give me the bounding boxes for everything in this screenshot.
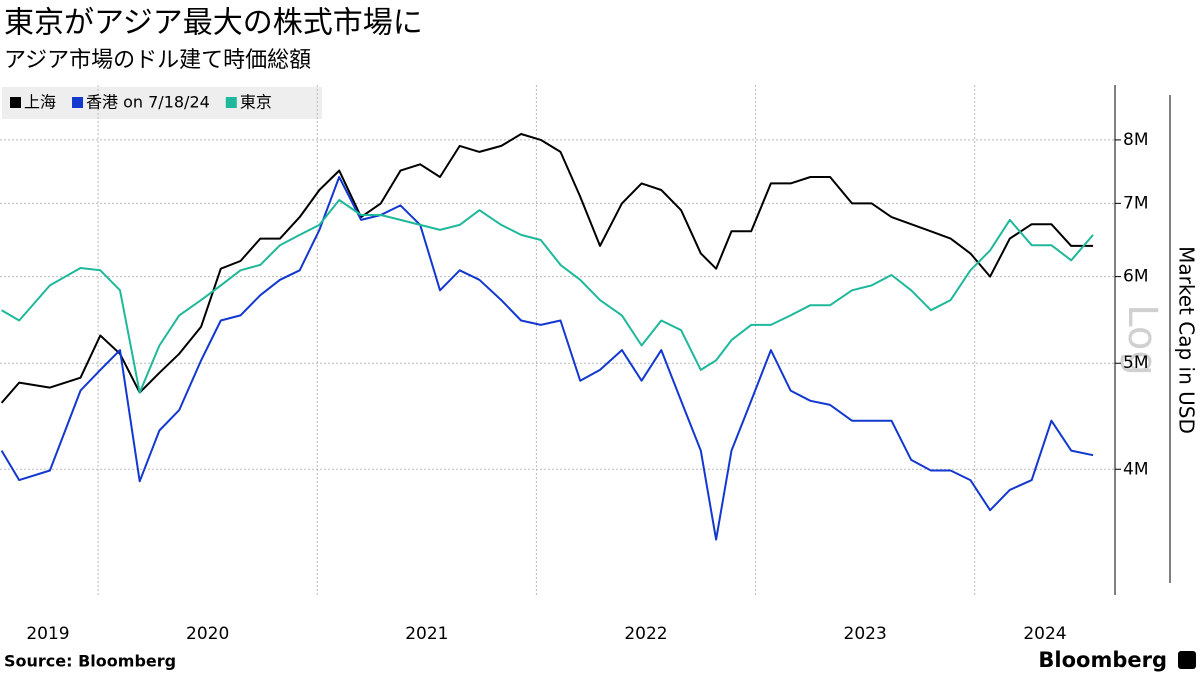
series-line <box>1 199 1094 394</box>
y-tick-label: 7M <box>1123 193 1148 213</box>
y-tick-label: 6M <box>1123 267 1148 287</box>
source: Source: Bloomberg <box>4 652 176 671</box>
y-axis-label: Market Cap in USD <box>1175 246 1199 434</box>
grid <box>0 85 1115 595</box>
legend-swatch <box>10 97 21 108</box>
legend-label: 東京 <box>240 93 272 112</box>
legend-swatch <box>225 97 237 108</box>
x-tick-label: 2019 <box>26 624 69 644</box>
legend-box <box>2 87 322 119</box>
y-tick-label: 4M <box>1123 459 1148 479</box>
y-tick-label: 5M <box>1123 353 1148 373</box>
series-line <box>0 133 1094 404</box>
x-tick-label: 2023 <box>844 624 887 644</box>
chart-title: 東京がアジア最大の株式市場に <box>4 6 423 41</box>
x-tick-label: 2022 <box>624 624 667 644</box>
x-tick-label: 2024 <box>1023 624 1066 644</box>
legend-label: 上海 <box>24 93 56 112</box>
y-tick-label: 8M <box>1123 130 1148 150</box>
brand: Bloomberg <box>1038 648 1167 672</box>
x-tick-label: 2021 <box>405 624 448 644</box>
legend-swatch <box>72 97 84 108</box>
brand-icon <box>1178 651 1196 669</box>
legend-label: 香港 on 7/18/24 <box>86 93 210 112</box>
x-tick-label: 2020 <box>186 624 229 644</box>
log-watermark: Log <box>1119 304 1165 375</box>
chart-subtitle: アジア市場のドル建て時価総額 <box>4 48 311 73</box>
series-line <box>0 176 1094 541</box>
